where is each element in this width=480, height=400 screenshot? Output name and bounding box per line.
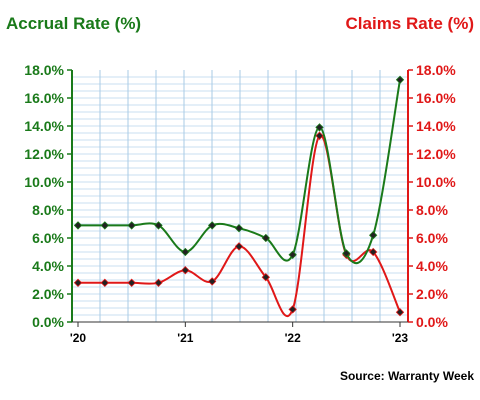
accrual-rate-point [100, 221, 109, 230]
left-tick-label: 2.0% [32, 286, 64, 302]
accrual-rate-point [369, 231, 378, 240]
left-tick-label: 12.0% [24, 146, 64, 162]
axes [67, 69, 413, 327]
claims-rate-point [261, 273, 270, 282]
claims-rate-point [234, 242, 244, 251]
claims-rate-point [369, 247, 378, 257]
accrual-rate-point [315, 123, 324, 132]
left-tick-label: 16.0% [24, 90, 64, 106]
right-tick-label: 16.0% [416, 90, 456, 106]
accrual-rate-point [395, 75, 405, 84]
right-tick-label: 4.0% [416, 258, 448, 274]
right-tick-label: 0.0% [416, 314, 448, 330]
left-axis-title: Accrual Rate (%) [6, 14, 141, 33]
left-tick-label: 8.0% [32, 202, 64, 218]
x-tick-label: '20 [70, 331, 87, 345]
accrual-rate-point [154, 221, 163, 230]
claims-rate-point [315, 131, 324, 140]
right-tick-label: 10.0% [416, 174, 456, 190]
accrual-rate-point [73, 221, 83, 230]
left-tick-label: 14.0% [24, 118, 64, 134]
accrual-rate-point [261, 233, 270, 243]
accrual-rate-point [127, 221, 136, 230]
accrual-rate-point [181, 247, 190, 257]
x-tick-label: '21 [177, 331, 194, 345]
accrual-rate-line [78, 79, 401, 265]
x-tick-label: '22 [285, 331, 302, 345]
right-tick-label: 18.0% [416, 62, 456, 78]
left-tick-label: 10.0% [24, 174, 64, 190]
right-tick-label: 2.0% [416, 286, 448, 302]
right-axis-title: Claims Rate (%) [346, 14, 474, 33]
claims-rate-point [288, 305, 297, 314]
right-tick-label: 12.0% [416, 146, 456, 162]
accrual-rate-point [342, 249, 351, 258]
accrual-rate-point [234, 224, 244, 233]
claims-rate-point [395, 308, 405, 317]
left-tick-label: 4.0% [32, 258, 64, 274]
left-tick-label: 0.0% [32, 314, 64, 330]
right-tick-label: 14.0% [416, 118, 456, 134]
tick-labels: 0.0% 0.0% 2.0% 2.0% 4.0% 4.0% 6.0% 6.0% 8.0% 8.0%… [24, 62, 456, 345]
accrual-rate-point [208, 221, 217, 230]
claims-rate-point [127, 278, 136, 287]
grid-lines [72, 70, 408, 322]
x-tick-label: '23 [392, 331, 409, 345]
claims-rate-point [181, 266, 190, 275]
accrual-rate-point [288, 250, 297, 259]
left-tick-label: 6.0% [32, 230, 64, 246]
right-tick-label: 6.0% [416, 230, 448, 246]
series-group [73, 75, 405, 318]
claims-rate-point [154, 278, 163, 287]
source-note: Source: Warranty Week [340, 369, 474, 383]
right-tick-label: 8.0% [416, 202, 448, 218]
left-tick-label: 18.0% [24, 62, 64, 78]
claims-rate-point [73, 278, 83, 287]
claims-rate-point [100, 278, 109, 287]
claims-rate-point [208, 277, 217, 286]
